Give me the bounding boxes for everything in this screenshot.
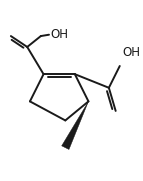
Text: OH: OH xyxy=(50,28,68,41)
Polygon shape xyxy=(62,101,89,150)
Text: OH: OH xyxy=(122,46,140,59)
